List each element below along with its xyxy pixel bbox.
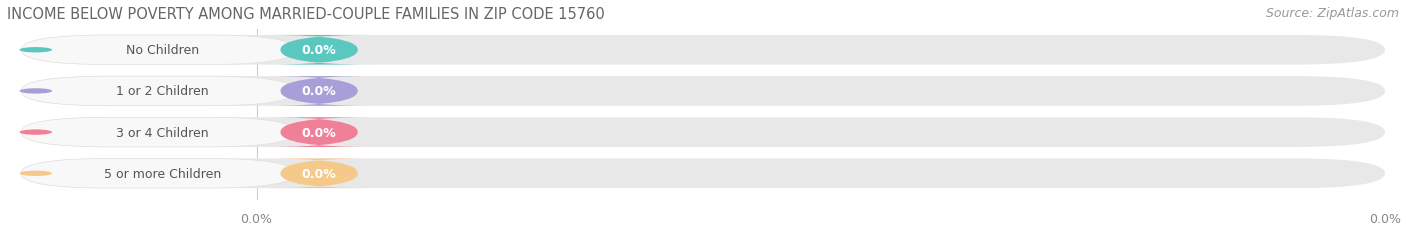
Text: 5 or more Children: 5 or more Children <box>104 167 221 180</box>
Text: 0.0%: 0.0% <box>1369 213 1400 225</box>
Text: Source: ZipAtlas.com: Source: ZipAtlas.com <box>1265 7 1399 20</box>
Text: 0.0%: 0.0% <box>240 213 273 225</box>
Text: 0.0%: 0.0% <box>302 85 336 98</box>
Text: 1 or 2 Children: 1 or 2 Children <box>115 85 208 98</box>
Text: 0.0%: 0.0% <box>302 126 336 139</box>
Text: 3 or 4 Children: 3 or 4 Children <box>115 126 208 139</box>
Text: No Children: No Children <box>125 44 198 57</box>
Text: 0.0%: 0.0% <box>302 44 336 57</box>
Text: 0.0%: 0.0% <box>302 167 336 180</box>
Text: INCOME BELOW POVERTY AMONG MARRIED-COUPLE FAMILIES IN ZIP CODE 15760: INCOME BELOW POVERTY AMONG MARRIED-COUPL… <box>7 7 605 22</box>
